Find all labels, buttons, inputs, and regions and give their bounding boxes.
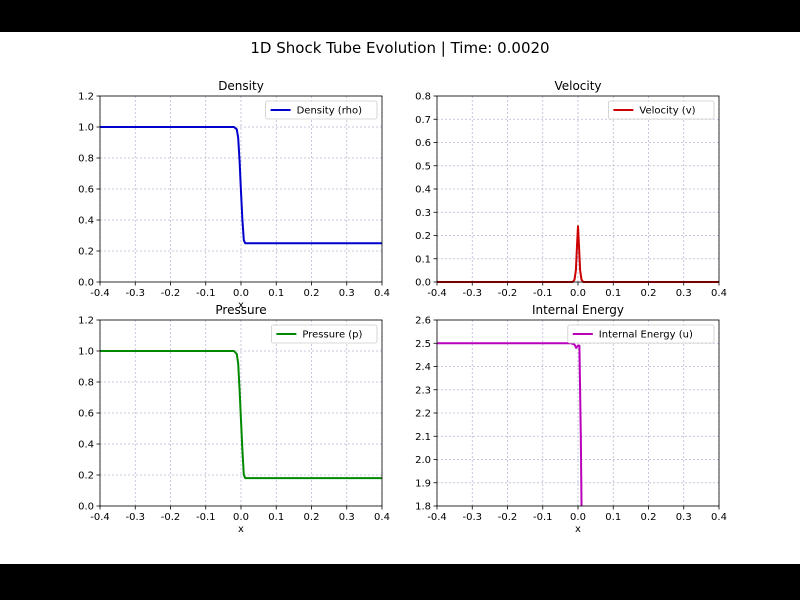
internal-energy-ytick-label: 2.3 <box>415 385 431 396</box>
density-ytick-label: 1.2 <box>78 92 94 103</box>
subplot-pressure: -0.4 -0.3 -0.2 -0.1 0.0 0.1 0.2 0.3 0.4 0.0 0.2 0.4… <box>78 303 390 535</box>
velocity-xtick-label: 0.2 <box>641 288 657 299</box>
internal-energy-ytick-label: 2.0 <box>415 455 431 466</box>
pressure-series-line <box>100 350 382 480</box>
internal-energy-title: Internal Energy <box>532 303 624 317</box>
density-xlabel: x <box>238 300 244 311</box>
internal-energy-ytick-label: 2.5 <box>415 339 431 350</box>
velocity-ytick-label: 0.4 <box>415 185 431 196</box>
pressure-xtick-label: 0.4 <box>374 512 390 523</box>
density-ytick-label: 0.2 <box>78 247 94 258</box>
velocity-ytick-label: 0.1 <box>415 254 431 265</box>
pressure-ytick-label: 1.0 <box>78 347 94 358</box>
density-ytick-label: 0.6 <box>78 185 94 196</box>
density-xtick-label: 0.4 <box>374 288 390 299</box>
velocity-ytick-label: 0.8 <box>415 92 431 103</box>
pressure-legend-label: Pressure (p) <box>302 330 362 341</box>
pressure-xtick-label: 0.0 <box>233 512 249 523</box>
internal-energy-series-line <box>437 342 583 507</box>
density-ytick-label: 1.0 <box>78 123 94 134</box>
velocity-xtick-label: -0.4 <box>427 288 447 299</box>
internal-energy-xtick-label: 0.3 <box>676 512 692 523</box>
pressure-ytick-label: 0.8 <box>78 378 94 389</box>
density-xtick-label: 0.3 <box>339 288 355 299</box>
pressure-xtick-label: -0.1 <box>196 512 216 523</box>
internal-energy-xtick-label: 0.1 <box>605 512 621 523</box>
pressure-xtick-label: -0.2 <box>161 512 181 523</box>
internal-energy-ytick-label: 1.9 <box>415 478 431 489</box>
pressure-xtick-label: 0.3 <box>339 512 355 523</box>
internal-energy-ytick-label: 1.8 <box>415 502 431 513</box>
pressure-xtick-label: -0.4 <box>90 512 110 523</box>
internal-energy-legend-label: Internal Energy (u) <box>599 330 693 341</box>
velocity-legend <box>608 100 715 120</box>
density-title: Density <box>218 79 264 93</box>
internal-energy-xtick-label: 0.4 <box>711 512 727 523</box>
pressure-xtick-label: 0.1 <box>268 512 284 523</box>
density-ytick-label: 0.8 <box>78 154 94 165</box>
velocity-xtick-label: -0.2 <box>498 288 518 299</box>
velocity-xtick-label: -0.3 <box>462 288 482 299</box>
density-xtick-label: -0.1 <box>196 288 216 299</box>
internal-energy-xtick-label: -0.3 <box>462 512 482 523</box>
pressure-ytick-label: 0.6 <box>78 409 94 420</box>
pressure-xtick-label: 0.2 <box>304 512 320 523</box>
pressure-ytick-label: 1.2 <box>78 316 94 327</box>
pressure-ytick-label: 0.0 <box>78 502 94 513</box>
velocity-title: Velocity <box>554 79 601 93</box>
velocity-series-line <box>437 225 719 283</box>
velocity-xtick-label: -0.1 <box>533 288 553 299</box>
velocity-xtick-label: 0.4 <box>711 288 727 299</box>
subplot-density: -0.4 -0.3 -0.2 -0.1 0.0 0.1 0.2 0.3 0.4 0.0 0.2 0.4… <box>78 79 390 311</box>
pressure-title: Pressure <box>215 303 266 317</box>
density-xtick-label: 0.2 <box>304 288 320 299</box>
subplot-internal-energy: -0.4 -0.3 -0.2 -0.1 0.0 0.1 0.2 0.3 0.4 1.8 1.9 2.0… <box>415 303 727 535</box>
internal-energy-xtick-label: 0.0 <box>570 512 586 523</box>
velocity-ytick-label: 0.2 <box>415 231 431 242</box>
pressure-ytick-label: 0.2 <box>78 471 94 482</box>
density-legend-label: Density (rho) <box>297 106 362 117</box>
internal-energy-ytick-label: 2.6 <box>415 316 431 327</box>
internal-energy-xtick-label: 0.2 <box>641 512 657 523</box>
velocity-ytick-label: 0.5 <box>415 161 431 172</box>
internal-energy-xtick-label: -0.1 <box>533 512 553 523</box>
density-series-line <box>100 126 382 245</box>
internal-energy-ytick-label: 2.2 <box>415 409 431 420</box>
pressure-xlabel: x <box>238 524 244 535</box>
density-xtick-label: 0.0 <box>233 288 249 299</box>
velocity-xtick-label: 0.1 <box>605 288 621 299</box>
internal-energy-xtick-label: -0.2 <box>498 512 518 523</box>
velocity-legend-label: Velocity (v) <box>639 106 695 117</box>
density-xtick-label: 0.1 <box>268 288 284 299</box>
subplot-velocity: -0.4 -0.3 -0.2 -0.1 0.0 0.1 0.2 0.3 0.4 0.0 0.1 0.2… <box>415 79 727 299</box>
internal-energy-legend <box>567 324 715 344</box>
internal-energy-ytick-label: 2.1 <box>415 432 431 443</box>
velocity-ytick-label: 0.7 <box>415 115 431 126</box>
density-ytick-label: 0.4 <box>78 216 94 227</box>
velocity-ytick-label: 0.6 <box>415 138 431 149</box>
figure-suptitle: 1D Shock Tube Evolution | Time: 0.0020 <box>250 39 549 57</box>
density-xtick-label: -0.4 <box>90 288 110 299</box>
velocity-ytick-label: 0.0 <box>415 278 431 289</box>
velocity-xtick-label: 0.0 <box>570 288 586 299</box>
pressure-legend <box>270 324 378 344</box>
density-legend <box>265 100 378 120</box>
internal-energy-xlabel: x <box>575 524 581 535</box>
velocity-ytick-label: 0.3 <box>415 208 431 219</box>
internal-energy-ytick-label: 2.4 <box>415 362 431 373</box>
density-ytick-label: 0.0 <box>78 278 94 289</box>
pressure-ytick-label: 0.4 <box>78 440 94 451</box>
pressure-xtick-label: -0.3 <box>125 512 145 523</box>
velocity-xtick-label: 0.3 <box>676 288 692 299</box>
density-xtick-label: -0.3 <box>125 288 145 299</box>
density-xtick-label: -0.2 <box>161 288 181 299</box>
internal-energy-xtick-label: -0.4 <box>427 512 447 523</box>
